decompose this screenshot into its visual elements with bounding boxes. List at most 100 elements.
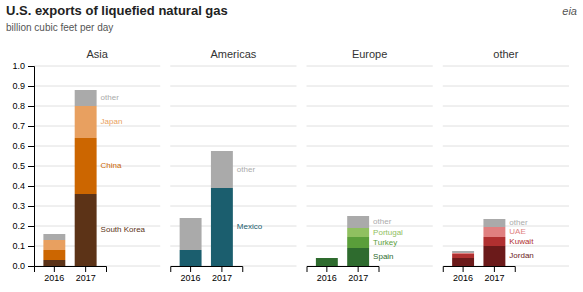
y-tick-label: 0.4 xyxy=(12,181,25,191)
grid-line xyxy=(443,146,569,147)
grid-line xyxy=(34,186,160,187)
grid xyxy=(170,66,296,266)
y-tick-label: 0.1 xyxy=(12,241,25,251)
segment-label: Spain xyxy=(373,252,393,261)
y-tick: 0.0 xyxy=(12,261,34,271)
bar-segment xyxy=(316,258,338,259)
bars-clip xyxy=(180,151,233,266)
grid-line xyxy=(170,206,296,207)
grid-line xyxy=(34,66,160,67)
bar-segment xyxy=(43,234,65,240)
x-tick-label: 2016 xyxy=(44,273,64,283)
y-tick-label: 0.3 xyxy=(12,201,25,211)
bars-clip xyxy=(452,219,505,266)
segment-label: other xyxy=(237,165,256,174)
bar-segment xyxy=(483,246,505,266)
y-tick-mark xyxy=(28,266,34,267)
grid-line xyxy=(307,206,433,207)
panel: 0.00.10.20.30.40.50.60.70.80.91.02016201… xyxy=(12,61,160,283)
y-tick: 0.8 xyxy=(12,101,34,111)
x-tick-mark xyxy=(85,266,86,272)
x-axis: 2016 2017 xyxy=(35,266,107,283)
x-tick-mark xyxy=(190,266,191,272)
grid xyxy=(443,66,569,266)
grid-line xyxy=(307,246,433,247)
x-tick-label: 2016 xyxy=(453,273,473,283)
segment-label: Mexico xyxy=(237,222,263,231)
title: U.S. exports of liquefied natural gas xyxy=(6,3,228,18)
panel-title: Europe xyxy=(352,48,387,60)
grid-line xyxy=(443,126,569,127)
x-tick-label: 2017 xyxy=(484,273,504,283)
y-tick: 0.1 xyxy=(12,241,34,251)
annotation: eia xyxy=(562,5,577,17)
segment-label: other xyxy=(509,218,528,227)
x-tick: 2016 xyxy=(453,266,473,283)
grid-line xyxy=(443,106,569,107)
bar-segment xyxy=(316,258,338,266)
bar-segment xyxy=(211,188,233,266)
bar-segment xyxy=(316,258,338,259)
panel-title: Asia xyxy=(86,48,108,60)
y-tick-label: 0.7 xyxy=(12,121,25,131)
grid-line xyxy=(443,66,569,67)
panel-title: other xyxy=(493,48,518,60)
x-tick-mark xyxy=(494,266,495,272)
bars-clip xyxy=(43,90,96,266)
subtitle: billion cubic feet per day xyxy=(6,22,113,33)
y-axis-line xyxy=(28,67,35,267)
bar-segment xyxy=(316,258,338,259)
segment-label: South Korea xyxy=(101,225,146,234)
grid-line xyxy=(307,226,433,227)
bars xyxy=(316,216,369,266)
y-tick-label: 0.0 xyxy=(12,261,25,271)
bar-segment xyxy=(43,250,65,260)
y-axis: 0.00.10.20.30.40.50.60.70.80.91.0 xyxy=(12,61,34,271)
x-tick: 2017 xyxy=(484,266,504,283)
bar-segment xyxy=(347,237,369,248)
x-tick: 2016 xyxy=(317,266,337,283)
y-tick-mark xyxy=(28,106,34,107)
x-tick: 2017 xyxy=(76,266,96,283)
y-tick-mark xyxy=(28,166,34,167)
bar-segment xyxy=(180,218,202,250)
bar-segment xyxy=(43,260,65,266)
grid-line xyxy=(170,146,296,147)
bar-segment xyxy=(180,250,202,266)
bar-segment xyxy=(211,151,233,188)
grid xyxy=(34,66,160,266)
x-tick-mark xyxy=(358,266,359,272)
segment-label: Turkey xyxy=(373,238,397,247)
x-axis-line xyxy=(171,267,243,273)
bar-segment xyxy=(75,90,97,106)
y-tick-label: 0.5 xyxy=(12,161,25,171)
grid-line xyxy=(170,126,296,127)
grid-line xyxy=(34,106,160,107)
grid-line xyxy=(170,186,296,187)
grid-line xyxy=(443,166,569,167)
grid-line xyxy=(34,86,160,87)
bar-segment xyxy=(483,237,505,246)
y-tick: 0.5 xyxy=(12,161,34,171)
x-tick: 2017 xyxy=(348,266,368,283)
grid-line xyxy=(443,206,569,207)
bar-segment xyxy=(347,248,369,266)
x-tick-label: 2017 xyxy=(76,273,96,283)
bar-segment xyxy=(452,258,474,266)
bar-segment xyxy=(483,227,505,237)
bar-segment xyxy=(347,228,369,237)
grid-line xyxy=(170,166,296,167)
x-axis: 20162017 xyxy=(171,266,243,283)
x-tick: 2016 xyxy=(44,266,64,283)
y-tick: 0.6 xyxy=(12,141,34,151)
segment-label: Japan xyxy=(101,117,123,126)
y-tick-label: 0.2 xyxy=(12,221,25,231)
segment-label: Portugal xyxy=(373,228,403,237)
grid-line xyxy=(34,166,160,167)
x-tick-mark xyxy=(463,266,464,272)
grid-line xyxy=(170,66,296,67)
bar-segment xyxy=(75,194,97,266)
y-tick-label: 0.6 xyxy=(12,141,25,151)
grid-line xyxy=(307,66,433,67)
y-tick-label: 0.8 xyxy=(12,101,25,111)
